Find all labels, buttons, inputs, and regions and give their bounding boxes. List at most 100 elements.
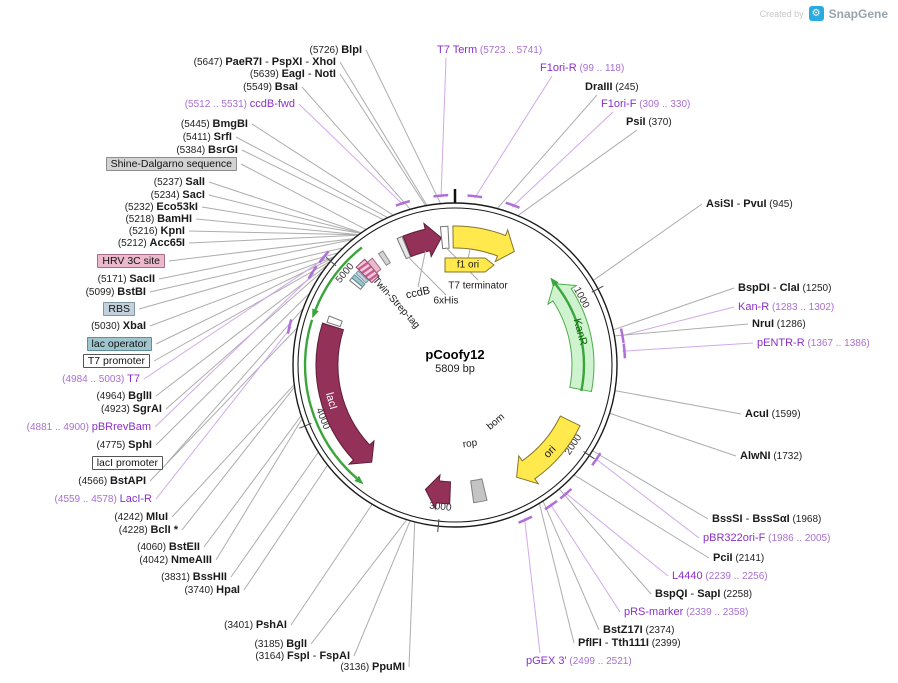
- label-mlui[interactable]: (4242) MluI: [114, 510, 168, 525]
- label-sacii[interactable]: (5171) SacII: [98, 272, 155, 287]
- label-laci-r[interactable]: (4559 .. 4578) LacI-R: [55, 492, 152, 507]
- primer-site-pentr-r[interactable]: [622, 343, 627, 359]
- primer-site-f1ori-r[interactable]: [467, 194, 483, 199]
- label-eagi-noti[interactable]: (5639) EagI - NotI: [250, 67, 336, 82]
- label-pshai[interactable]: (3401) PshAI: [224, 618, 287, 633]
- feature-label-rop[interactable]: rop: [462, 437, 478, 450]
- feature-label-bom[interactable]: bom: [485, 412, 507, 433]
- label-prs-marker[interactable]: pRS-marker (2339 .. 2358): [624, 605, 748, 620]
- label-bmgbi[interactable]: (5445) BmgBI: [181, 117, 248, 132]
- label-laci-promoter[interactable]: lacI promoter: [91, 456, 163, 470]
- primer-site-prs-marker[interactable]: [544, 499, 558, 511]
- label-lac-operator[interactable]: lac operator: [86, 337, 152, 351]
- label-pbr322ori-f[interactable]: pBR322ori-F (1986 .. 2005): [703, 531, 830, 546]
- feature-t7-terminator[interactable]: [439, 225, 450, 250]
- label-bsrgi[interactable]: (5384) BsrGI: [176, 143, 238, 158]
- primer-site-f1ori-f[interactable]: [505, 201, 520, 209]
- orf-arrow-2[interactable]: [303, 319, 358, 480]
- label-f1ori-f[interactable]: F1ori-F (309 .. 330): [601, 97, 690, 112]
- primer-site-pbrrevbam[interactable]: [307, 265, 318, 280]
- primer-site-t7[interactable]: [318, 250, 330, 264]
- label-acc65i[interactable]: (5212) Acc65I: [118, 236, 185, 251]
- label-f1ori-r[interactable]: F1ori-R (99 .. 118): [540, 61, 624, 76]
- label-bspdi-clai[interactable]: BspDI - ClaI (1250): [738, 281, 831, 296]
- label-draiii[interactable]: DraIII (245): [585, 80, 639, 95]
- label-pcii[interactable]: PciI (2141): [713, 551, 764, 566]
- orf-arrow-1[interactable]: [554, 283, 586, 392]
- primer-site-pbr322ori-f[interactable]: [591, 452, 602, 467]
- label-psii[interactable]: PsiI (370): [626, 115, 672, 130]
- feature-ccdb[interactable]: [402, 222, 442, 259]
- feature-f1-ori-arrow[interactable]: [444, 257, 495, 273]
- primer-site-l4440[interactable]: [559, 487, 573, 500]
- label-sphi[interactable]: (4775) SphI: [96, 438, 152, 453]
- label-bglii[interactable]: (4964) BglII: [96, 389, 152, 404]
- orf-arrow-3[interactable]: [314, 246, 363, 311]
- label-bamhi[interactable]: (5218) BamHI: [125, 212, 192, 227]
- label-bstbi[interactable]: (5099) BstBI: [86, 285, 146, 300]
- primer-site-kan-r[interactable]: [619, 328, 625, 344]
- label-t7[interactable]: (4984 .. 5003) T7: [62, 372, 140, 387]
- label-kpni[interactable]: (5216) KpnI: [129, 224, 185, 239]
- feature-f1-ori[interactable]: [452, 225, 515, 263]
- feature-rbs[interactable]: [355, 270, 370, 284]
- label-ppumi[interactable]: (3136) PpuMI: [340, 660, 405, 675]
- label-xbai[interactable]: (5030) XbaI: [91, 319, 146, 334]
- label-pbrrevbam[interactable]: (4881 .. 4900) pBRrevBam: [27, 420, 151, 435]
- label-pentr-r[interactable]: pENTR-R (1367 .. 1386): [757, 336, 870, 351]
- label-nmeaiii[interactable]: (4042) NmeAIII: [139, 553, 212, 568]
- label-kan-r[interactable]: Kan-R (1283 .. 1302): [738, 300, 834, 315]
- label-srfi[interactable]: (5411) SrfI: [183, 130, 232, 145]
- feature-hrv-3c-site[interactable]: [366, 257, 382, 274]
- feature-ori[interactable]: [516, 415, 581, 485]
- label-shine-dalgarno[interactable]: Shine-Dalgarno sequence: [105, 157, 237, 171]
- label-pflfi-tth111i[interactable]: PflFI - Tth111I (2399): [578, 636, 681, 651]
- feature-label-f1-ori[interactable]: f1 ori: [457, 260, 479, 271]
- primer-site-laci-r[interactable]: [286, 319, 293, 334]
- feature-label-twin-strep-tag[interactable]: Twin-Strep-tag: [370, 275, 422, 331]
- feature-rop[interactable]: [424, 473, 452, 511]
- label-saci[interactable]: (5234) SacI: [151, 188, 205, 203]
- label-bsai[interactable]: (5549) BsaI: [243, 80, 298, 95]
- label-bgli[interactable]: (3185) BglI: [255, 637, 307, 652]
- label-blpi[interactable]: (5726) BlpI: [310, 43, 362, 58]
- label-bstapi[interactable]: (4566) BstAPI: [78, 474, 146, 489]
- label-bcli[interactable]: (4228) BclI *: [119, 523, 178, 538]
- label-sali[interactable]: (5237) SalI: [154, 175, 205, 190]
- label-l4440[interactable]: L4440 (2239 .. 2256): [672, 569, 768, 584]
- label-asisi-pvui[interactable]: AsiSI - PvuI (945): [706, 197, 793, 212]
- label-nrui[interactable]: NruI (1286): [752, 317, 806, 332]
- label-bsssi[interactable]: BssSI - BssSαI (1968): [712, 512, 821, 527]
- feature-label-t7-terminator[interactable]: T7 terminator: [448, 281, 508, 292]
- primer-site-ccdb-fwd[interactable]: [395, 199, 411, 207]
- feature-twin-strep-tag[interactable]: [355, 258, 380, 284]
- label-t7-promoter[interactable]: T7 promoter: [82, 354, 150, 368]
- label-ccdb-fwd[interactable]: (5512 .. 5531) ccdB-fwd: [185, 97, 295, 112]
- feature-label-ccdb[interactable]: ccdB: [405, 285, 431, 302]
- label-bsteii[interactable]: (4060) BstEII: [137, 540, 200, 555]
- label-paer7i-pspxi-xhoi[interactable]: (5647) PaeR7I - PspXI - XhoI: [194, 55, 336, 70]
- label-alwni[interactable]: AlwNI (1732): [740, 449, 802, 464]
- label-hrv-3c-site[interactable]: HRV 3C site: [97, 254, 165, 268]
- primer-site-t7-term[interactable]: [433, 193, 449, 198]
- label-sgrai[interactable]: (4923) SgrAI: [101, 402, 162, 417]
- label-acui[interactable]: AcuI (1599): [745, 407, 801, 422]
- label-rbs[interactable]: RBS: [103, 302, 135, 316]
- label-eco53ki[interactable]: (5232) Eco53kI: [125, 200, 198, 215]
- feature-bom[interactable]: [470, 478, 488, 504]
- label-hpai[interactable]: (3740) HpaI: [184, 583, 240, 598]
- feature-label-laci[interactable]: lacI: [323, 391, 339, 411]
- feature-label-6xhis[interactable]: 6xHis: [433, 296, 458, 307]
- primer-site-pgex-3[interactable]: [518, 515, 533, 524]
- label-t7-term[interactable]: T7 Term (5723 .. 5741): [437, 43, 542, 58]
- feature-lac-operator[interactable]: [351, 273, 366, 288]
- label-fspi-fspai[interactable]: (3164) FspI - FspAI: [255, 649, 350, 664]
- label-bsshii[interactable]: (3831) BssHII: [161, 570, 227, 585]
- feature-laci[interactable]: [315, 322, 375, 465]
- label-bspqi-sapi[interactable]: BspQI - SapI (2258): [655, 587, 752, 602]
- feature-6xhis[interactable]: [396, 235, 412, 260]
- label-bstz17i[interactable]: BstZ17I (2374): [603, 623, 674, 638]
- feature-kanr[interactable]: [547, 283, 595, 393]
- feature-laci-promoter[interactable]: [326, 315, 343, 328]
- feature-shine-dalgarno[interactable]: [377, 250, 392, 266]
